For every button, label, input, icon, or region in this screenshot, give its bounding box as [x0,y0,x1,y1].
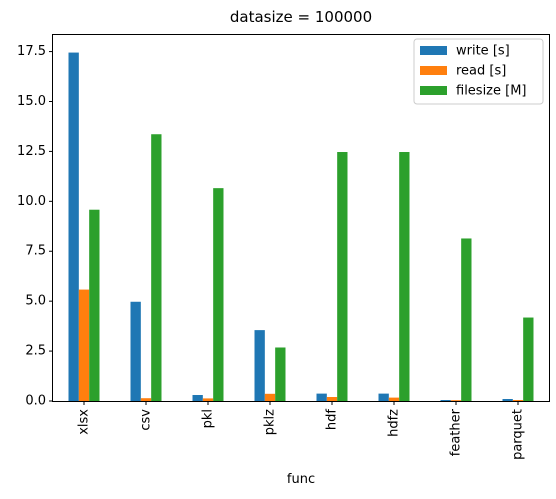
bar-feather-filesize-m [461,238,472,401]
bar-pklz-read-s [264,393,276,401]
bar-pklz-filesize-m [275,347,286,401]
bar-hdf-read-s [326,397,338,401]
legend-label: read [s] [456,64,506,79]
legend-swatch [420,46,447,55]
x-axis: xlsx csv pkl pklz hdf hdfz feather parquet [77,401,526,460]
bar-parquet-write-s [502,399,513,401]
y-tick-label: 10.0 [17,194,46,209]
legend-swatch [420,86,447,95]
bar-xlsx-read-s [78,289,90,401]
legend: write [s] read [s] filesize [M] [413,38,544,105]
x-tick-label: feather [449,408,464,456]
y-tick-label: 0.0 [25,394,46,409]
x-tick-label: hdf [325,409,340,430]
y-tick-label: 15.0 [17,94,46,109]
x-axis-label: func [287,472,315,487]
y-tick-label: 12.5 [17,144,46,159]
bar-feather-read-s [450,400,462,401]
bar-hdfz-write-s [378,393,389,401]
legend-swatch [420,66,447,75]
legend-label: filesize [M] [456,84,527,99]
bar-csv-read-s [140,398,152,401]
bar-pkl-write-s [192,395,203,401]
bar-csv-filesize-m [151,134,162,402]
x-tick-label: parquet [511,409,526,460]
bar-pkl-read-s [202,398,214,401]
y-tick-label: 5.0 [25,294,46,309]
y-tick-label: 2.5 [25,344,46,359]
bar-feather-write-s [440,400,451,401]
y-tick-label: 7.5 [25,244,46,259]
bar-hdf-filesize-m [337,152,348,401]
bar-pkl-filesize-m [213,188,224,401]
bar-parquet-filesize-m [523,317,534,401]
x-tick-label: pklz [263,409,278,435]
y-tick-label: 17.5 [17,44,46,59]
bar-xlsx-write-s [68,52,79,401]
plot-frame [52,34,550,402]
bars-layer [68,52,534,402]
bar-parquet-read-s [512,400,524,401]
bar-pklz-write-s [254,330,265,401]
legend-label: write [s] [456,44,510,59]
x-tick-label: pkl [201,409,216,428]
chart-title: datasize = 100000 [230,8,372,26]
bar-hdfz-filesize-m [399,152,410,401]
x-tick-label: csv [139,409,154,431]
x-tick-label: xlsx [77,409,92,435]
bar-csv-write-s [130,301,141,401]
x-tick-label: hdfz [387,409,402,437]
bar-hdfz-read-s [388,397,400,401]
bar-hdf-write-s [316,393,327,401]
bar-xlsx-filesize-m [89,209,100,401]
y-axis: 0.0 2.5 5.0 7.5 10.0 12.5 15.0 17.5 [17,44,53,409]
